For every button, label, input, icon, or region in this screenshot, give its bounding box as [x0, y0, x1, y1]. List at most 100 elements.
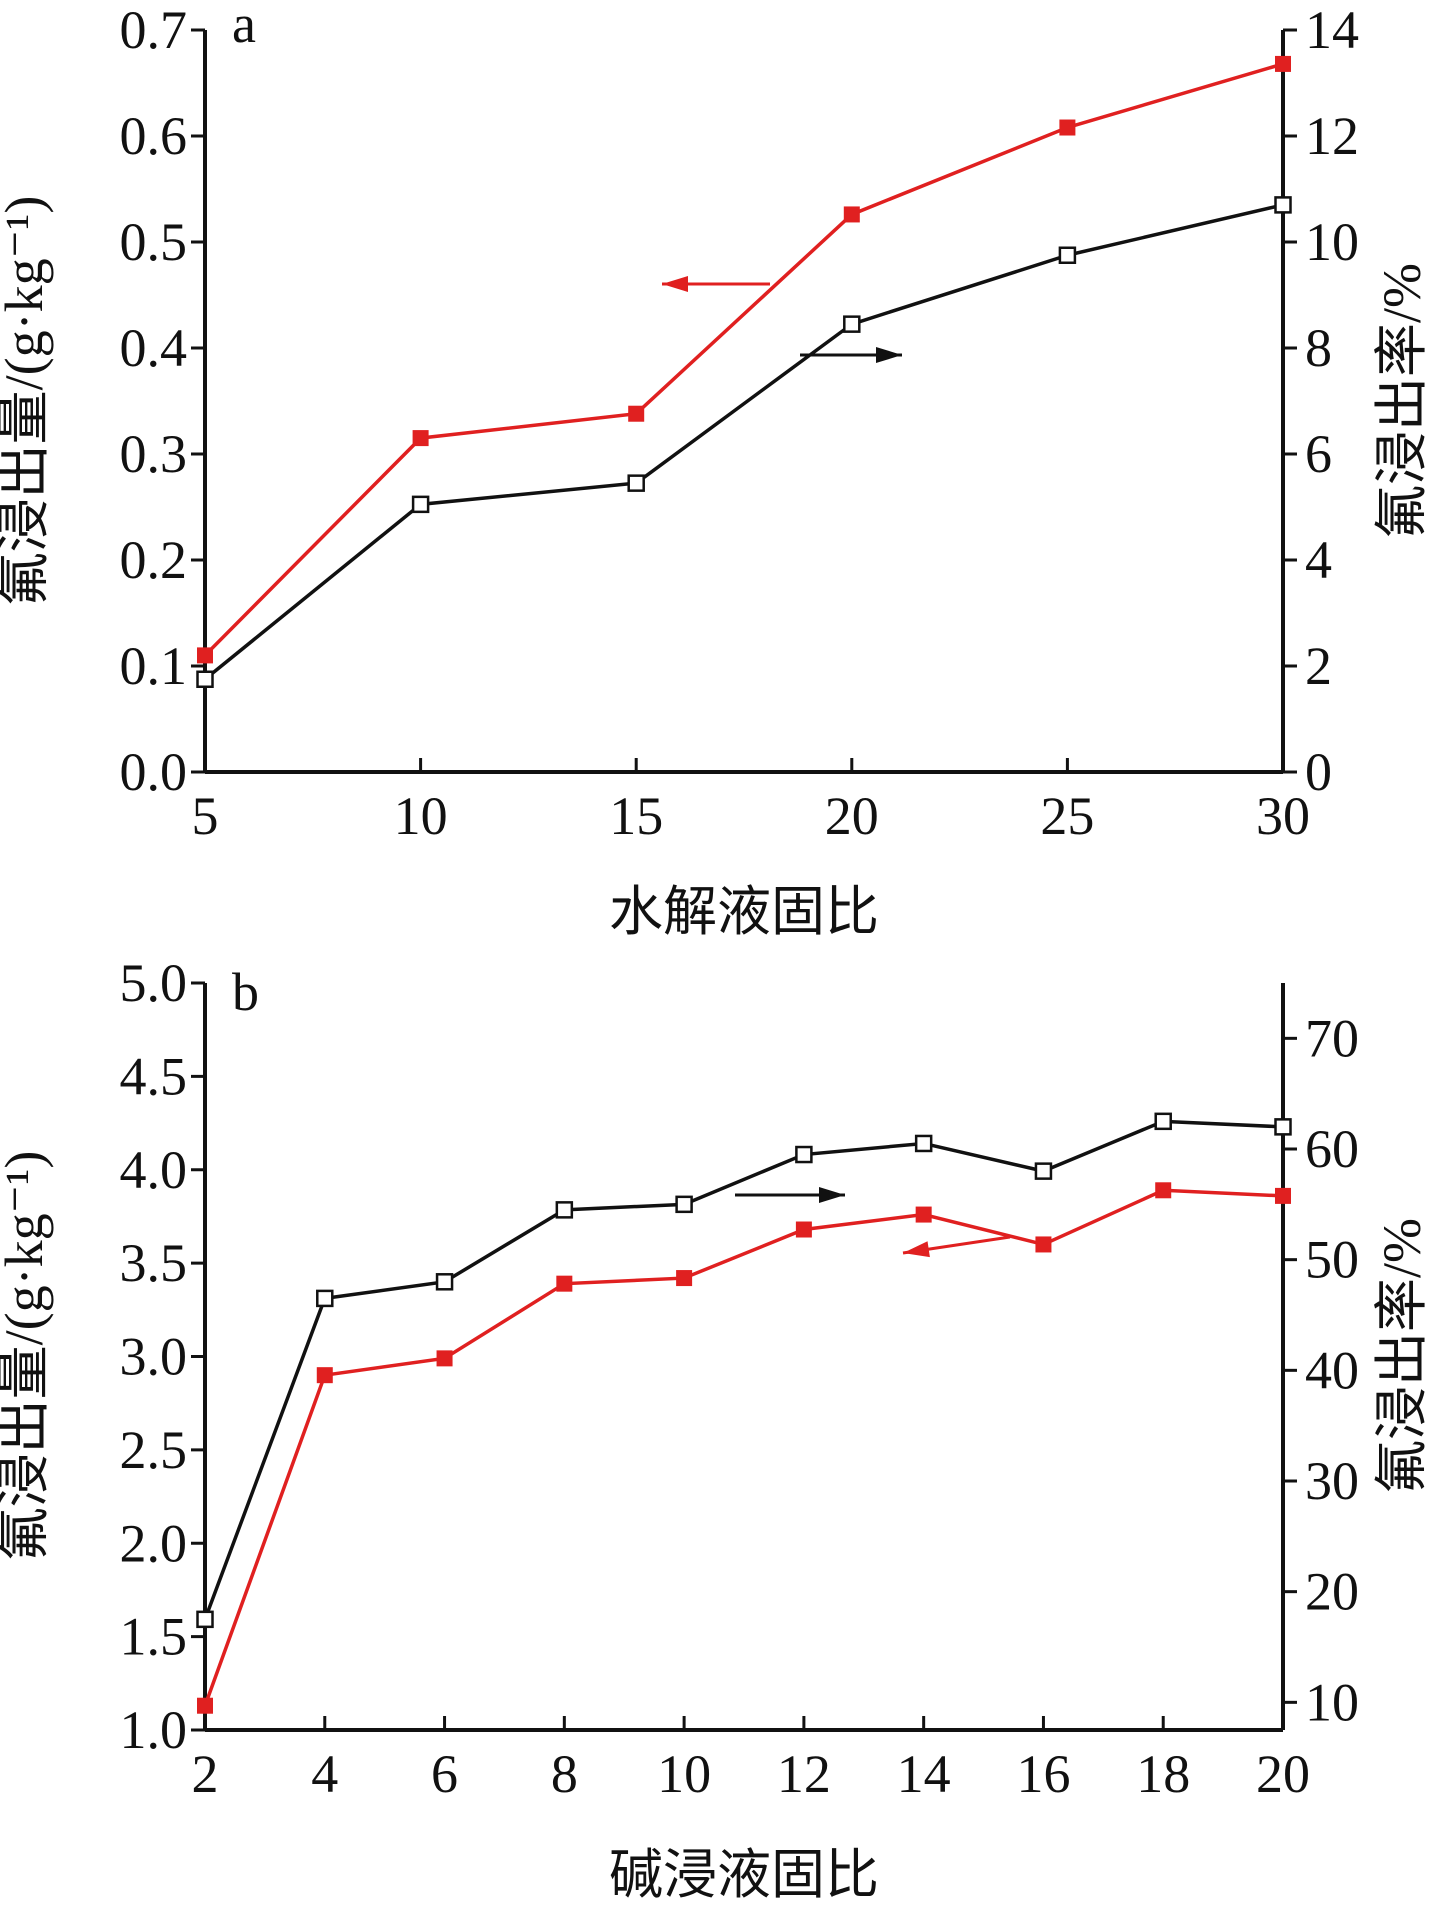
data-point: [1155, 1182, 1172, 1199]
axis-arrow: [800, 347, 902, 363]
series-line: [203, 62, 1284, 657]
data-point: [196, 1610, 214, 1629]
panel-letter: a: [232, 0, 256, 54]
data-point: [411, 495, 430, 514]
x-tick-label: 30: [1256, 786, 1310, 846]
x-tick-label: 10: [657, 1744, 711, 1804]
data-point: [1274, 1118, 1292, 1136]
y2-axis-label: 氟浸出率/%: [1372, 1218, 1432, 1494]
x-tick-label: 20: [1256, 1744, 1310, 1804]
y2-tick-label: 40: [1305, 1340, 1359, 1400]
chart-panel-a: 5 10 15 20 25 30 0.0 0.1 0.2 0.3 0.4 0.5 0.6 0.7 0 2 4 6 8…: [0, 0, 1432, 942]
y-axis-label: 氟浸出量/(g·kg⁻¹): [0, 196, 54, 607]
arrow-head: [903, 1241, 930, 1258]
y-tick-label: 4.0: [120, 1140, 188, 1200]
data-point: [795, 1221, 812, 1238]
y-tick-label: 0.3: [120, 424, 188, 484]
x-tick-label: 14: [897, 1744, 951, 1804]
axis-arrow: [662, 276, 770, 292]
data-point: [1275, 55, 1291, 72]
data-point: [196, 670, 214, 688]
arrow-head: [662, 276, 688, 292]
y-tick-label: 0.5: [120, 212, 188, 272]
y2-tick-label: 14: [1305, 0, 1359, 60]
data-point: [1058, 246, 1077, 264]
y2-axis-label: 氟浸出率/%: [1372, 263, 1432, 539]
y2-tick-label: 20: [1305, 1562, 1359, 1622]
y-tick-label: 1.5: [120, 1607, 188, 1667]
data-point: [1035, 1236, 1052, 1253]
x-tick-label: 2: [192, 1744, 219, 1804]
panel-letter: b: [232, 962, 259, 1022]
arrow-head: [876, 347, 902, 363]
data-point: [628, 405, 645, 422]
y-axis-label: 氟浸出量/(g·kg⁻¹): [0, 1151, 54, 1562]
y-tick-label: 3.5: [120, 1233, 188, 1293]
y2-tick-label: 0: [1305, 742, 1332, 802]
y-tick-label: 0.2: [120, 530, 188, 590]
x-tick-label: 5: [192, 786, 219, 846]
data-point: [436, 1350, 453, 1367]
y-tick-label: 2.5: [120, 1420, 188, 1480]
data-point: [197, 1697, 213, 1714]
x-tick-label: 18: [1136, 1744, 1190, 1804]
data-point: [555, 1201, 574, 1219]
data-point: [915, 1206, 932, 1223]
data-point: [1274, 196, 1292, 214]
data-point: [843, 315, 861, 333]
data-point: [1059, 119, 1076, 136]
y2-tick-label: 70: [1305, 1008, 1359, 1068]
data-point: [1275, 1187, 1291, 1204]
y2-tick-label: 6: [1305, 424, 1332, 484]
y-tick-label: 0.1: [120, 636, 188, 696]
x-axis-label: 水解液固比: [609, 882, 879, 942]
series-line: [203, 1188, 1284, 1707]
axis-arrow: [902, 1235, 1011, 1258]
data-point: [197, 647, 213, 664]
y2-tick-label: 60: [1305, 1119, 1359, 1179]
y-tick-label: 2.0: [120, 1513, 188, 1573]
data-point: [316, 1367, 333, 1384]
y2-tick-label: 50: [1305, 1230, 1359, 1290]
data-point: [914, 1134, 933, 1153]
y2-tick-label: 10: [1305, 1672, 1359, 1732]
y2-tick-label: 2: [1305, 636, 1332, 696]
arrow-head: [819, 1187, 845, 1203]
y2-tick-label: 10: [1305, 212, 1359, 272]
axis-arrow: [735, 1187, 845, 1203]
data-point: [675, 1195, 693, 1214]
y-tick-label: 0.4: [120, 318, 188, 378]
x-axis-label: 碱浸液固比: [609, 1845, 879, 1905]
data-point: [1034, 1162, 1053, 1180]
y2-tick-label: 4: [1305, 530, 1332, 590]
y-tick-label: 0.7: [120, 0, 188, 60]
x-tick-label: 12: [777, 1744, 831, 1804]
chart-panel-b: 2 4 6 8 10 12 14 16 18 20 1.0 1.5 2.0 2.5 3.0 3.5 4.0 4.5…: [0, 953, 1432, 1905]
y2-tick-label: 30: [1305, 1451, 1359, 1511]
x-tick-label: 16: [1016, 1744, 1070, 1804]
y-tick-label: 3.0: [120, 1327, 188, 1387]
data-point: [843, 206, 860, 223]
x-tick-label: 25: [1040, 786, 1094, 846]
data-point: [316, 1289, 334, 1308]
data-point: [556, 1275, 573, 1292]
series-fluorine-amount: [197, 1182, 1291, 1714]
data-point: [627, 474, 645, 492]
x-tick-label: 10: [394, 786, 448, 846]
data-point: [435, 1273, 454, 1291]
x-tick-label: 20: [825, 786, 879, 846]
series-line: [203, 1119, 1284, 1620]
data-point: [676, 1270, 693, 1287]
y-tick-label: 1.0: [120, 1700, 188, 1760]
y-tick-label: 4.5: [120, 1046, 188, 1106]
series-fluorine-rate: [196, 196, 1292, 688]
x-tick-label: 6: [431, 1744, 458, 1804]
y2-tick-label: 8: [1305, 318, 1332, 378]
y-tick-label: 0.0: [120, 742, 188, 802]
data-point: [412, 430, 429, 447]
data-point: [795, 1145, 813, 1164]
x-tick-label: 4: [311, 1744, 338, 1804]
x-tick-label: 8: [551, 1744, 578, 1804]
data-point: [1154, 1112, 1172, 1131]
